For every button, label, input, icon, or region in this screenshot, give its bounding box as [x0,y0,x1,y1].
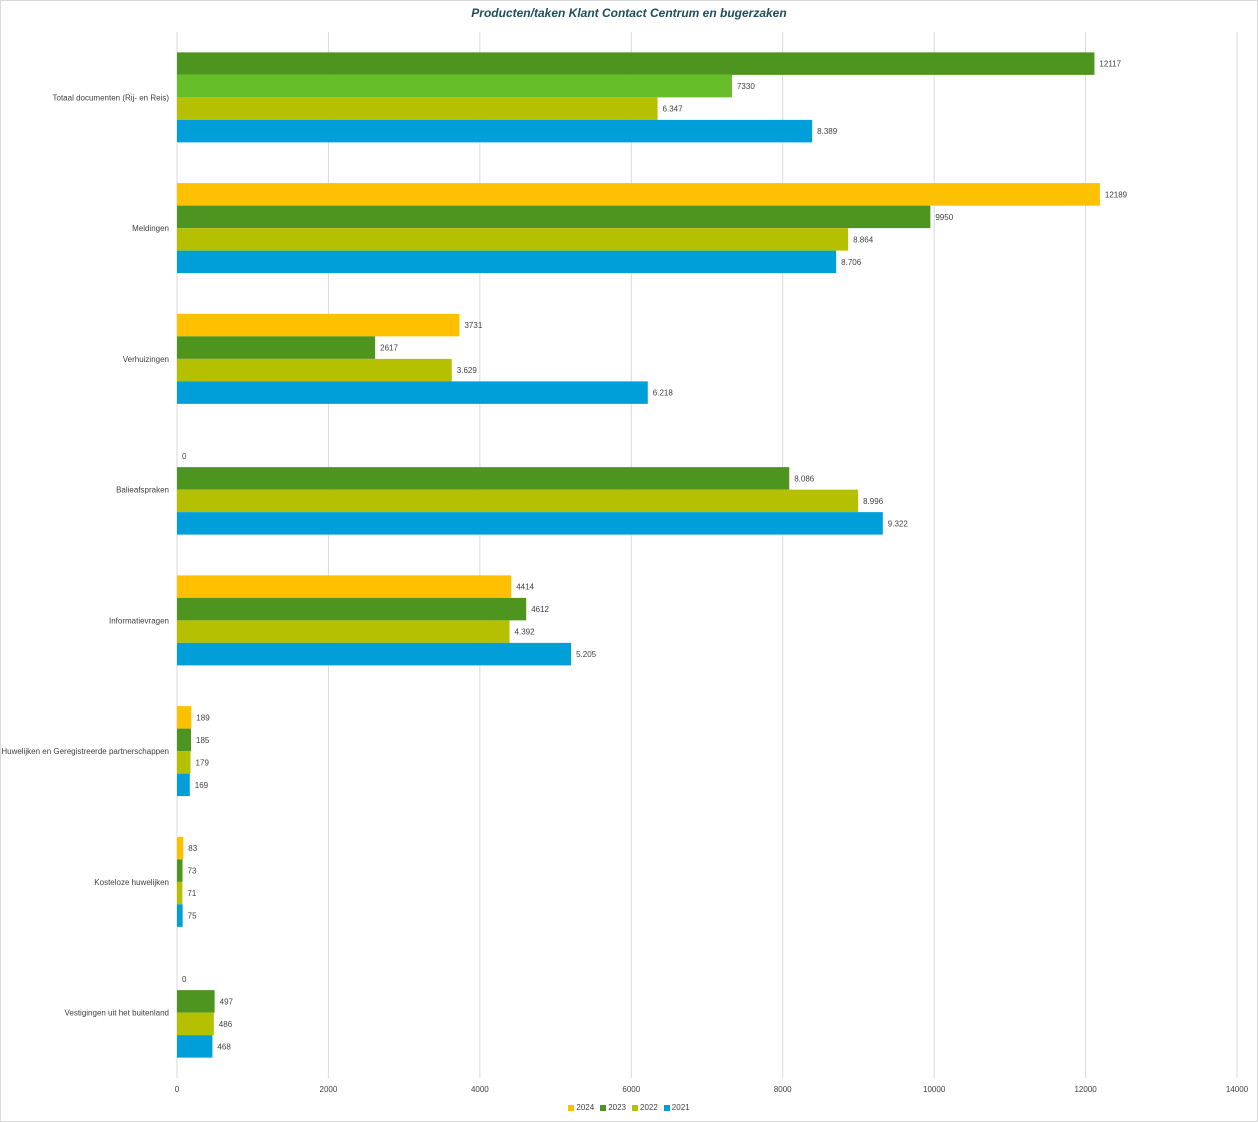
bar-2022 [177,97,658,120]
legend: 2024 2023 2022 2021 [0,1103,1258,1112]
data-label: 8.389 [817,127,838,136]
x-tick-label: 10000 [923,1085,946,1094]
bar-2023 [177,205,931,229]
bar-2021 [177,1035,213,1058]
bar-2022 [177,358,452,382]
bar-2021 [177,773,190,797]
data-label: 486 [219,1020,233,1029]
bar-2024 [177,836,184,860]
bar-2023 [177,728,192,752]
bar-2021 [177,642,572,666]
bar-2023 [177,74,732,98]
data-label: 9950 [935,213,953,222]
data-label: 8.996 [863,497,884,506]
data-label: 4414 [516,583,534,592]
data-label: 3.629 [457,366,478,375]
data-label: 12189 [1105,190,1128,199]
x-tick-label: 2000 [320,1085,338,1094]
data-label: 9.322 [888,519,909,528]
bar-2022 [177,751,191,774]
data-label: 185 [196,736,210,745]
data-label: 0 [182,452,187,461]
bar-2023 [177,467,790,490]
data-label: 8.864 [853,235,874,244]
data-label: 5.205 [576,650,597,659]
x-tick-label: 4000 [471,1085,489,1094]
bar-2022 [177,489,859,513]
data-label: 2617 [380,344,398,353]
legend-item-2023: 2023 [600,1103,626,1112]
legend-label: 2021 [671,1103,690,1112]
category-label: Informatievragen [109,616,169,625]
bar-2024 [177,575,512,598]
data-label: 0 [182,975,187,984]
data-label: 75 [188,912,197,921]
bar-2021 [177,250,837,274]
data-label: 4.392 [515,628,536,637]
data-label: 189 [196,713,210,722]
bar-2024 [177,183,1100,206]
legend-swatch [632,1104,638,1111]
legend-swatch [663,1104,670,1111]
x-tick-label: 12000 [1074,1085,1097,1094]
x-tick-label: 6000 [622,1085,640,1094]
bar-2024 [177,706,192,729]
category-label: Huwelijken en Geregistreerde partnerscha… [1,747,169,756]
data-label: 7330 [737,82,755,91]
bar-2022 [177,620,510,643]
data-label: 6.347 [663,105,684,114]
bar-2022 [177,1012,214,1036]
data-label: 3731 [464,321,482,330]
bar-2022 [177,228,849,251]
bar-2024 [177,52,1095,75]
legend-label: 2023 [608,1103,626,1112]
data-label: 6.218 [653,389,674,398]
bar-2023 [177,336,376,359]
data-label: 71 [187,889,196,898]
data-label: 169 [195,781,209,790]
bar-2021 [177,512,883,535]
bar-2022 [177,881,183,905]
bar-2023 [177,990,215,1013]
data-label: 83 [188,844,197,853]
legend-label: 2022 [640,1103,658,1112]
data-label: 497 [220,997,234,1006]
x-tick-label: 14000 [1226,1085,1249,1094]
legend-swatch [600,1104,607,1111]
data-label: 12117 [1099,60,1121,69]
bar-2021 [177,904,183,927]
data-label: 73 [188,867,197,876]
category-label: Vestigingen uit het buitenland [64,1009,169,1018]
legend-item-2022: 2022 [632,1103,658,1112]
legend-swatch [568,1104,575,1111]
data-label: 179 [196,758,210,767]
data-label: 468 [217,1042,231,1051]
data-label: 4612 [531,605,549,614]
data-label: 8.706 [841,258,862,267]
data-label: 8.086 [794,474,815,483]
category-label: Kosteloze huwelijken [94,878,169,887]
bar-2021 [177,119,813,143]
bar-2021 [177,381,648,404]
legend-item-2021: 2021 [663,1103,690,1112]
category-label: Balieafspraken [116,486,169,495]
x-tick-label: 8000 [774,1085,792,1094]
bar-2023 [177,597,527,621]
legend-item-2024: 2024 [568,1103,594,1112]
category-label: Totaal documenten (Rij- en Reis) [53,93,170,102]
x-tick-label: 0 [175,1085,180,1094]
bar-2023 [177,859,183,882]
bar-2024 [177,313,460,337]
category-label: Meldingen [132,224,169,233]
legend-label: 2024 [576,1103,595,1112]
category-label: Verhuizingen [123,355,169,364]
chart-title: Producten/taken Klant Contact Centrum en… [471,6,787,20]
